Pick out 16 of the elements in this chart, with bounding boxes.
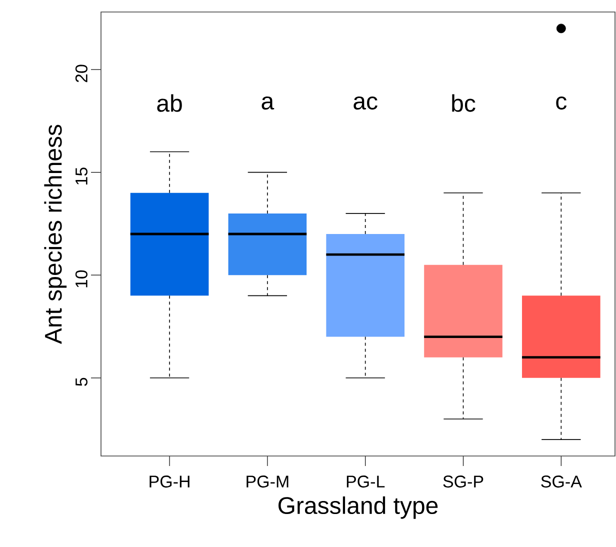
x-tick-label: SG-P — [443, 476, 484, 488]
annotation: ab — [157, 94, 182, 112]
y-tick-label: 20 — [75, 64, 88, 82]
y-axis-title: Ant species richness — [44, 124, 67, 344]
x-tick-label: PG-L — [346, 476, 385, 488]
annotation: ac — [354, 96, 378, 110]
y-tick-label: 5 — [76, 378, 88, 386]
x-tick-label: PG-M — [246, 476, 288, 488]
annotation: a — [262, 96, 274, 110]
y-tick-label: 10 — [75, 270, 88, 288]
annotation: bc — [452, 94, 476, 112]
x-tick-label: PG-H — [150, 476, 190, 488]
y-tick-label: 15 — [76, 168, 88, 184]
annotation: c — [556, 96, 567, 110]
x-axis-title: Grassland type — [278, 496, 438, 519]
x-tick-label: SG-A — [541, 476, 582, 488]
